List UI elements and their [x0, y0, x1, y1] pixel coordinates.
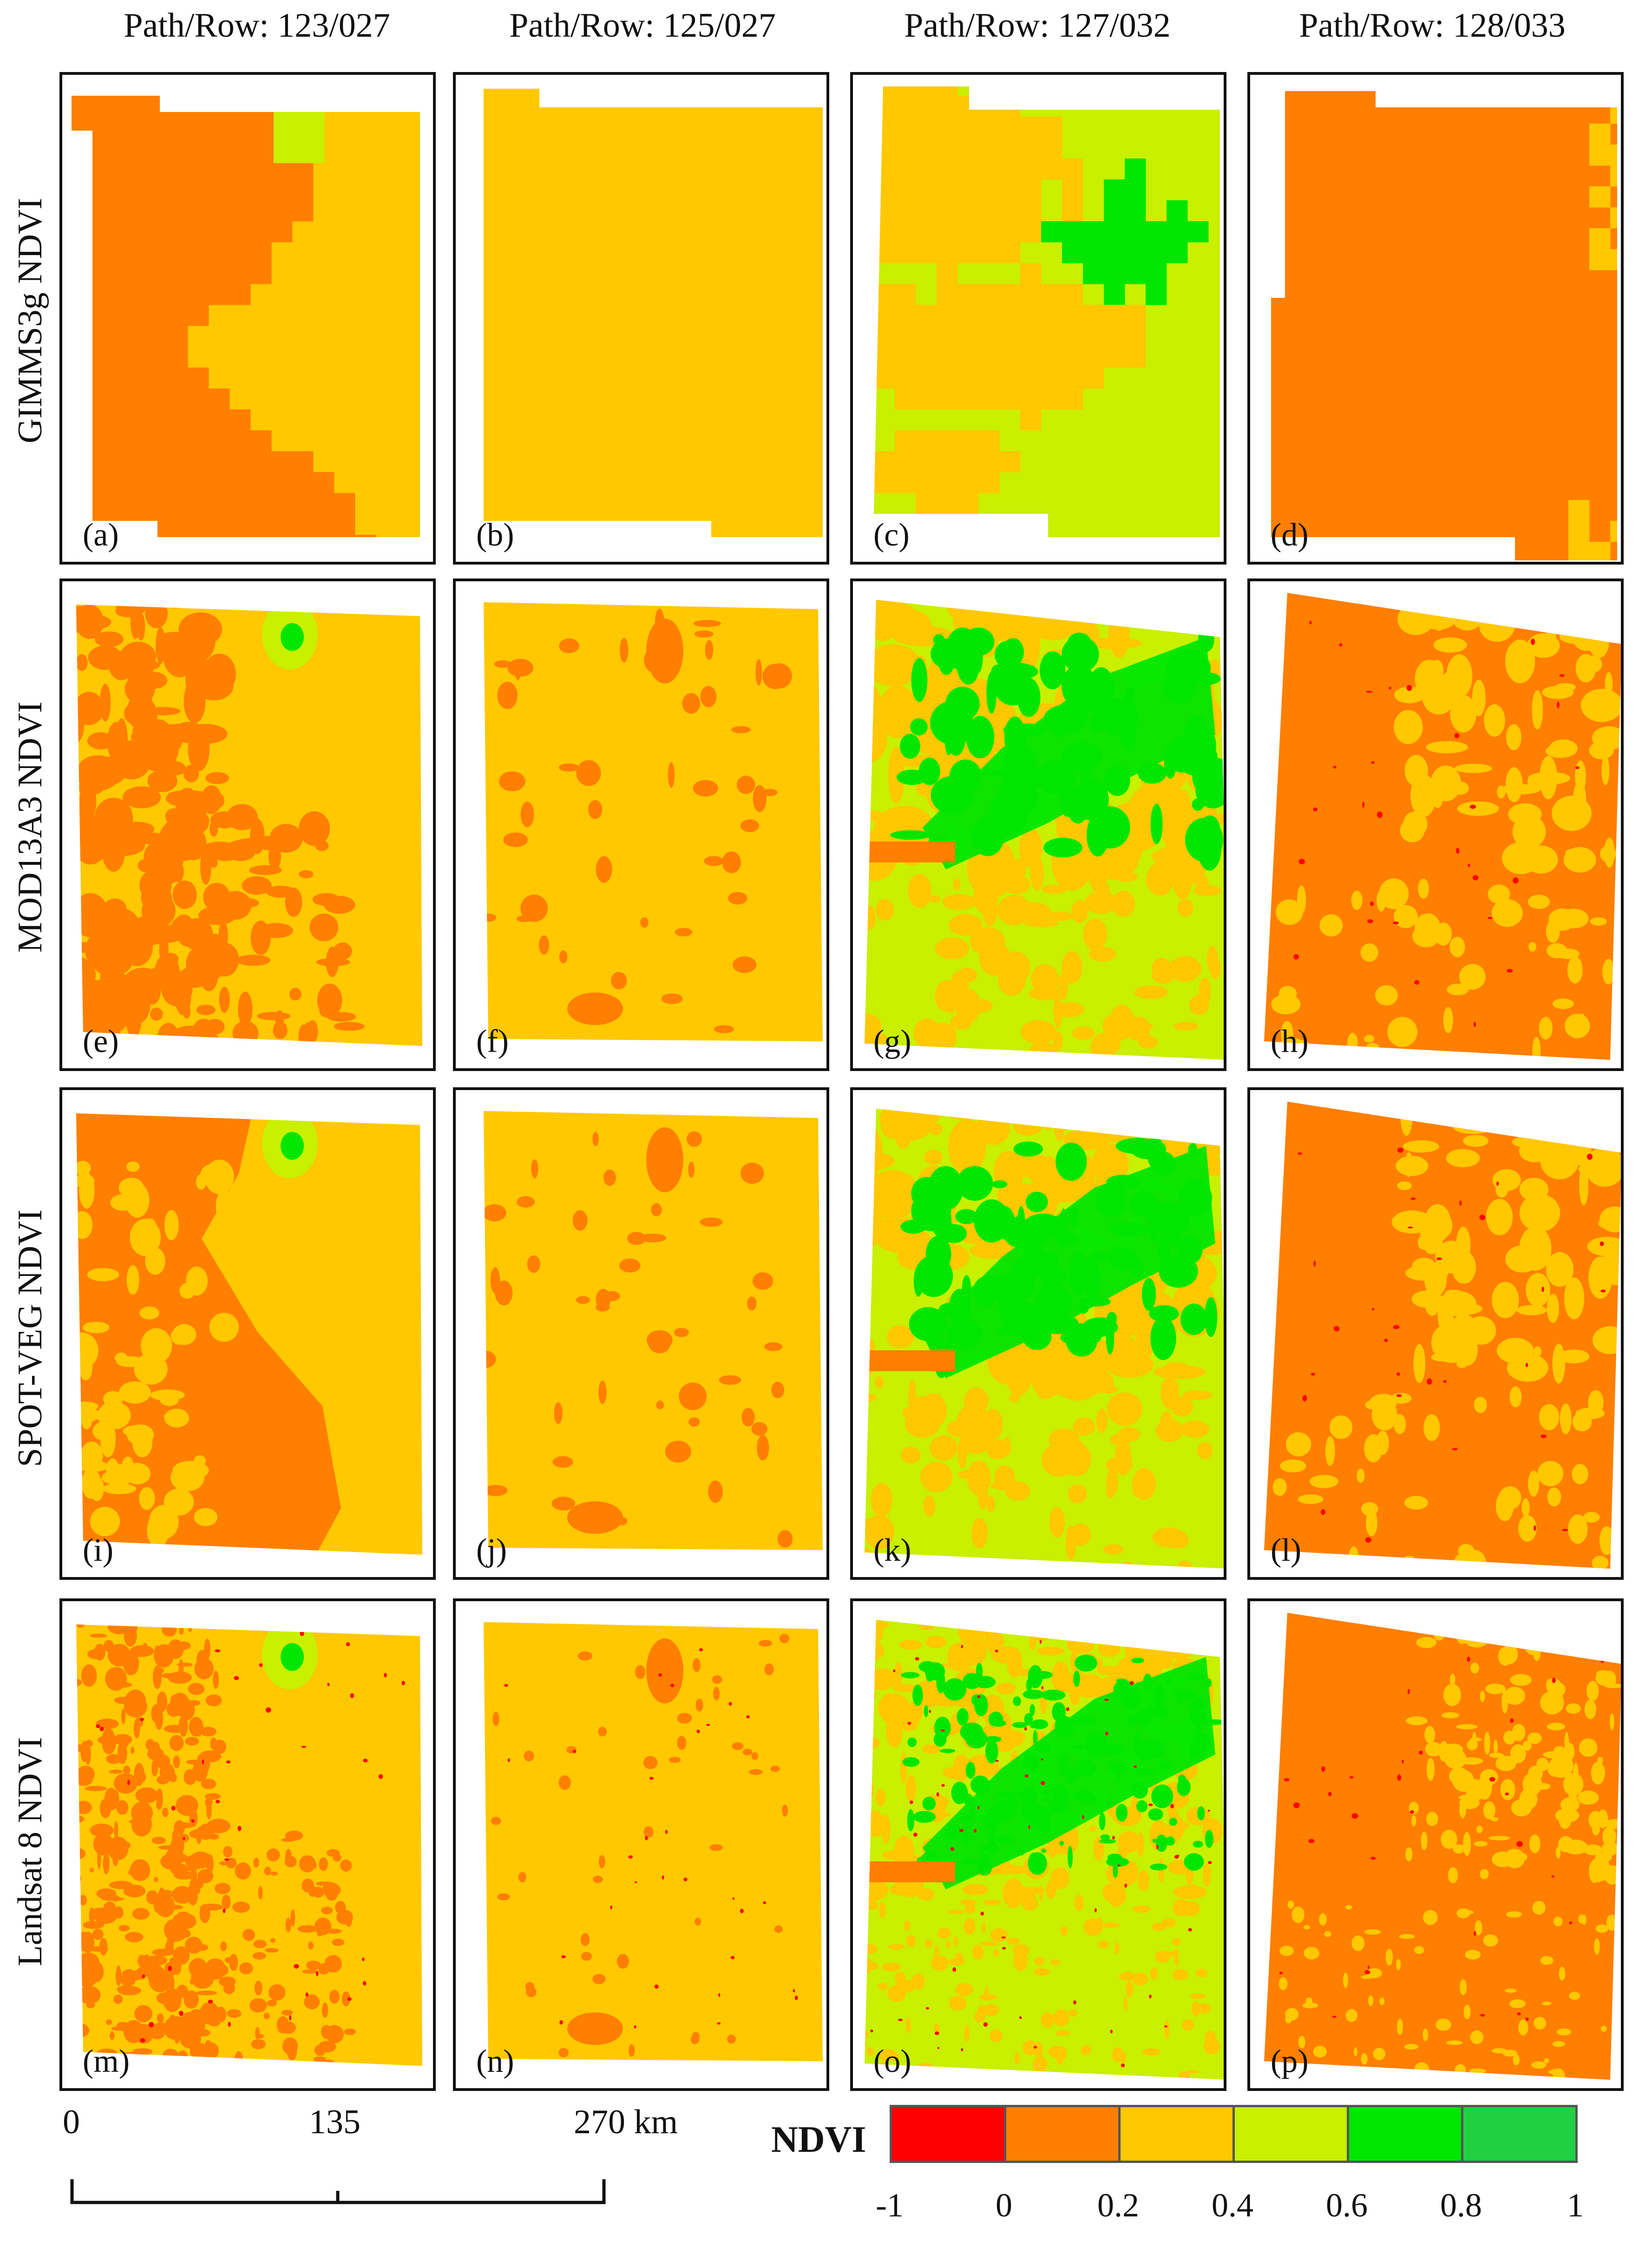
legend-tick-label: 1 — [1567, 2187, 1584, 2224]
map-panel-n: (n) — [453, 1598, 829, 2091]
column-header-4: Path/Row: 128/033 — [1299, 7, 1566, 45]
map-panel-e: (e) — [59, 578, 436, 1071]
ndvi-raster — [484, 602, 823, 1041]
map-panel-h: (h) — [1247, 578, 1624, 1071]
panel-label: (b) — [476, 517, 514, 553]
map-panel-m: (m) — [59, 1598, 436, 2091]
map-panel-o: (o) — [850, 1598, 1226, 2091]
ndvi-raster — [76, 605, 422, 1046]
map-panel-d: (d) — [1247, 72, 1624, 565]
panel-label: (p) — [1271, 2044, 1309, 2079]
map-panel-c: (c) — [850, 72, 1226, 565]
scale-tick-270: 270 km — [574, 2103, 678, 2141]
ndvi-raster — [865, 1620, 1224, 2080]
panel-label: (c) — [873, 517, 910, 553]
panel-label: (n) — [476, 2044, 514, 2079]
panel-label: (j) — [476, 1532, 507, 1568]
ndvi-raster — [76, 1624, 422, 2066]
legend-tick-label: 0.8 — [1440, 2187, 1482, 2224]
legend-swatch-5 — [1347, 2105, 1463, 2163]
legend-tick-label: 0.6 — [1326, 2187, 1368, 2224]
legend-swatch-1 — [890, 2105, 1006, 2163]
ndvi-raster — [76, 1113, 422, 1555]
ndvi-raster — [1264, 1102, 1621, 1569]
map-panel-l: (l) — [1247, 1087, 1624, 1580]
ndvi-raster — [1264, 1613, 1621, 2080]
legend-tick-label: 0 — [996, 2187, 1012, 2224]
column-header-2: Path/Row: 125/027 — [509, 7, 776, 45]
column-header-1: Path/Row: 123/027 — [124, 7, 390, 45]
panel-label: (k) — [873, 1532, 911, 1568]
map-panel-j: (j) — [453, 1087, 829, 1580]
legend-tick-label: 0.2 — [1097, 2187, 1139, 2224]
panel-label: (d) — [1271, 517, 1309, 553]
panel-label: (e) — [83, 1024, 119, 1059]
ndvi-raster — [865, 600, 1224, 1060]
row-label-spot-veg: SPOT-VEG NDVI — [11, 1209, 49, 1467]
map-panel-a: (a) — [59, 72, 436, 565]
panel-label: (l) — [1271, 1532, 1302, 1568]
panel-label: (h) — [1271, 1024, 1309, 1059]
ndvi-raster — [874, 86, 1220, 537]
column-header-3: Path/Row: 127/032 — [904, 7, 1171, 45]
row-label-gimms: GIMMS3g NDVI — [11, 197, 49, 444]
panel-label: (o) — [873, 2044, 911, 2079]
legend-swatch-3 — [1118, 2105, 1235, 2163]
map-panel-g: (g) — [850, 578, 1226, 1071]
ndvi-raster — [72, 96, 420, 537]
legend-swatch-6 — [1461, 2105, 1578, 2163]
map-panel-p: (p) — [1247, 1598, 1624, 2091]
ndvi-raster — [865, 1109, 1224, 1569]
legend-swatch-4 — [1232, 2105, 1349, 2163]
panel-label: (m) — [83, 2044, 130, 2079]
row-label-mod13a3: MOD13A3 NDVI — [11, 701, 49, 953]
legend-tick-label: 0.4 — [1212, 2187, 1253, 2224]
scale-bar-line — [70, 2179, 606, 2204]
panel-label: (f) — [476, 1024, 509, 1059]
legend-tick-label: -1 — [876, 2187, 904, 2224]
ndvi-raster — [1264, 593, 1621, 1060]
panel-label: (g) — [873, 1024, 911, 1059]
ndvi-raster — [484, 1111, 823, 1550]
map-panel-b: (b) — [453, 72, 829, 565]
panel-label: (i) — [83, 1532, 114, 1568]
ndvi-raster — [484, 1622, 823, 2061]
map-panel-i: (i) — [59, 1087, 436, 1580]
map-panel-k: (k) — [850, 1087, 1226, 1580]
ndvi-raster — [484, 89, 823, 537]
map-panel-f: (f) — [453, 578, 829, 1071]
panel-label: (a) — [83, 517, 119, 553]
ndvi-raster — [1271, 91, 1617, 560]
scale-tick-135: 135 — [309, 2103, 361, 2141]
legend-swatch-2 — [1004, 2105, 1121, 2163]
row-label-landsat8: Landsat 8 NDVI — [11, 1737, 49, 1966]
legend-title: NDVI — [771, 2119, 866, 2160]
scale-tick-0: 0 — [63, 2103, 80, 2141]
scale-bar: 0 135 270 km — [37, 2105, 688, 2226]
